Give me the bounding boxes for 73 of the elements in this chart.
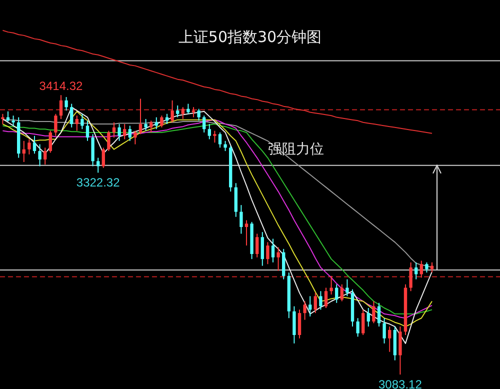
candlestick xyxy=(244,220,248,246)
candlestick xyxy=(70,103,74,128)
candlestick xyxy=(224,140,227,152)
candlestick xyxy=(346,278,349,297)
candlestick xyxy=(107,130,110,152)
candlestick xyxy=(38,144,42,167)
candlestick xyxy=(271,238,275,263)
candlestick xyxy=(170,100,174,123)
candlestick xyxy=(218,132,222,148)
candlestick xyxy=(102,147,105,168)
candlestick xyxy=(335,284,338,304)
candlestick xyxy=(425,262,428,274)
candlestick xyxy=(96,157,100,174)
candlestick xyxy=(298,309,302,339)
annotation: 3083.12 xyxy=(378,378,422,389)
candlestick xyxy=(366,307,370,328)
candlestick xyxy=(144,118,148,132)
candlestick xyxy=(176,104,180,118)
candlestick xyxy=(138,98,142,135)
candlestick xyxy=(80,113,84,130)
candlestick xyxy=(1,113,4,125)
candlestick xyxy=(213,130,216,144)
candlestick xyxy=(340,284,344,302)
candlestick xyxy=(303,300,306,320)
candlestick xyxy=(186,103,190,114)
candlestick xyxy=(118,124,121,142)
candlestick xyxy=(420,260,423,278)
candlestick xyxy=(414,262,418,280)
candlestick xyxy=(319,290,322,310)
candlestick xyxy=(160,115,164,128)
annotation: 3414.32 xyxy=(39,79,84,94)
candlestick xyxy=(409,262,412,292)
candlestick xyxy=(202,115,206,133)
text: 上证50指数30分钟图 xyxy=(178,28,322,46)
candlestick xyxy=(330,275,333,295)
candlestick xyxy=(292,306,296,344)
candlestick xyxy=(388,326,392,352)
candlestick xyxy=(372,300,376,324)
candlestick xyxy=(28,138,31,155)
candlestick xyxy=(44,147,47,166)
candlestick xyxy=(276,246,280,272)
candlestick xyxy=(150,120,153,133)
candlestick xyxy=(59,94,63,120)
candlestick xyxy=(32,135,36,154)
annotation: 3322.32 xyxy=(76,176,120,190)
candlestick xyxy=(123,124,126,140)
candlestick xyxy=(356,318,360,338)
candlestick xyxy=(12,115,15,126)
candlestick xyxy=(314,292,317,314)
candlestick xyxy=(282,248,286,280)
candlestick xyxy=(128,125,132,142)
candlestick xyxy=(324,287,328,308)
candlestick xyxy=(54,113,58,136)
candlestick xyxy=(377,302,381,328)
candlestick xyxy=(398,326,402,376)
candlestick xyxy=(197,108,200,122)
candlestick xyxy=(266,242,270,265)
candlestick xyxy=(240,204,243,234)
candlestick xyxy=(134,130,137,145)
candlestick xyxy=(48,130,52,154)
candlestick xyxy=(260,232,264,266)
candlestick xyxy=(86,120,90,142)
candlestick xyxy=(382,318,386,344)
annotation: 强阻力位 xyxy=(268,141,324,158)
candlestick xyxy=(208,124,211,140)
candlestick xyxy=(181,106,184,120)
candlestick xyxy=(112,122,116,138)
candlestick xyxy=(362,309,365,336)
candlestick xyxy=(308,296,312,317)
candlestick xyxy=(75,115,78,132)
candlestick xyxy=(91,134,94,167)
candlestick xyxy=(64,96,68,112)
candlestick xyxy=(256,233,259,258)
